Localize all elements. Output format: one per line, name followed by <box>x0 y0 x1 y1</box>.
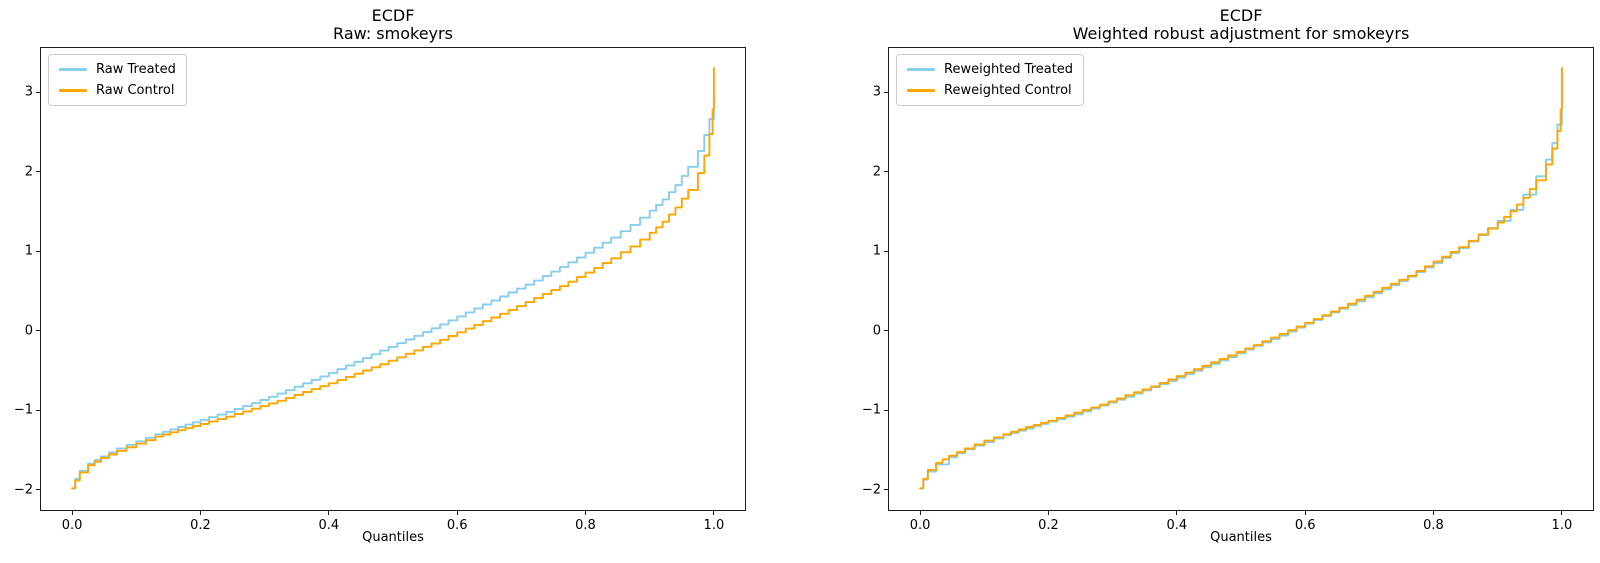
y-tick-label: 3 <box>24 84 33 100</box>
x-tick-mark <box>71 511 73 515</box>
y-tick-mark <box>36 91 40 93</box>
x-tick-mark <box>456 511 458 515</box>
x-tick-label: 0.4 <box>1166 518 1188 533</box>
reweighted-treated-swatch <box>907 68 935 71</box>
legend-entry: Raw Treated <box>59 62 176 77</box>
x-tick-mark <box>1304 511 1306 515</box>
y-tick-label: 3 <box>872 84 881 100</box>
left-plot-title-line2: Raw: smokeyrs <box>333 24 453 43</box>
x-tick-label: 0.8 <box>575 518 596 533</box>
y-tick-label: 2 <box>24 164 33 180</box>
x-tick-mark <box>200 511 201 515</box>
left-legend: Raw Treated Raw Control <box>48 54 187 106</box>
y-tick-label: −1 <box>13 402 33 418</box>
y-tick-label: 2 <box>872 164 881 180</box>
y-tick-mark <box>36 409 40 411</box>
x-tick-label: 1.0 <box>1551 518 1573 533</box>
y-tick-label: 1 <box>872 243 881 259</box>
legend-entry: Reweighted Control <box>907 83 1073 98</box>
x-tick-label: 0.2 <box>1038 518 1059 533</box>
x-tick-label: 0.0 <box>61 518 83 533</box>
x-tick-mark <box>713 511 715 515</box>
x-tick-label: 1.0 <box>703 518 725 533</box>
y-tick-mark <box>36 330 40 332</box>
y-tick-label: 0 <box>872 323 881 339</box>
y-tick-mark <box>36 250 40 252</box>
y-tick-mark <box>36 489 40 491</box>
right-axes-frame <box>888 47 1594 511</box>
y-tick-label: −2 <box>13 482 33 498</box>
y-tick-mark <box>884 489 888 491</box>
y-tick-mark <box>884 250 888 252</box>
raw-control-label: Raw Control <box>96 83 175 98</box>
right-plot-title-line2: Weighted robust adjustment for smokeyrs <box>1072 24 1410 43</box>
x-tick-label: 0.2 <box>190 518 211 533</box>
x-tick-mark <box>1048 511 1049 515</box>
reweighted-control-label: Reweighted Control <box>944 83 1072 98</box>
x-tick-mark <box>919 511 921 515</box>
x-tick-label: 0.6 <box>446 518 468 533</box>
reweighted-control-curve <box>919 67 1563 490</box>
y-tick-label: −2 <box>861 482 881 498</box>
y-tick-mark <box>884 171 888 173</box>
x-tick-mark <box>1176 511 1178 515</box>
left-plot-title: ECDF Raw: smokeyrs <box>93 7 693 43</box>
x-tick-mark <box>1561 511 1563 515</box>
x-tick-label: 0.4 <box>318 518 340 533</box>
reweighted-control-swatch <box>907 89 935 92</box>
left-xaxis-label: Quantiles <box>362 530 424 545</box>
legend-entry: Reweighted Treated <box>907 62 1073 77</box>
legend-entry: Raw Control <box>59 83 176 98</box>
y-tick-mark <box>884 409 888 411</box>
reweighted-treated-curve <box>919 68 1563 490</box>
x-tick-mark <box>1433 511 1434 515</box>
right-xaxis-label: Quantiles <box>1210 530 1272 545</box>
left-axes-frame <box>40 47 746 511</box>
reweighted-treated-label: Reweighted Treated <box>944 62 1074 77</box>
y-tick-label: 1 <box>24 243 33 259</box>
raw-control-swatch <box>59 89 87 92</box>
y-tick-mark <box>36 171 40 173</box>
x-tick-mark <box>585 511 586 515</box>
y-tick-label: 0 <box>24 323 33 339</box>
x-tick-label: 0.6 <box>1294 518 1316 533</box>
left-plot-title-line1: ECDF <box>371 6 415 25</box>
x-tick-label: 0.0 <box>909 518 931 533</box>
y-tick-mark <box>884 330 888 332</box>
raw-treated-label: Raw Treated <box>96 62 176 77</box>
right-plot-title-line1: ECDF <box>1219 6 1263 25</box>
x-tick-label: 0.8 <box>1423 518 1444 533</box>
y-tick-label: −1 <box>861 402 881 418</box>
raw-treated-swatch <box>59 68 87 71</box>
right-legend: Reweighted Treated Reweighted Control <box>896 54 1085 106</box>
raw-treated-curve <box>71 96 715 490</box>
x-tick-mark <box>328 511 330 515</box>
raw-control-curve <box>71 67 715 490</box>
right-plot-title: ECDF Weighted robust adjustment for smok… <box>941 7 1541 43</box>
y-tick-mark <box>884 91 888 93</box>
